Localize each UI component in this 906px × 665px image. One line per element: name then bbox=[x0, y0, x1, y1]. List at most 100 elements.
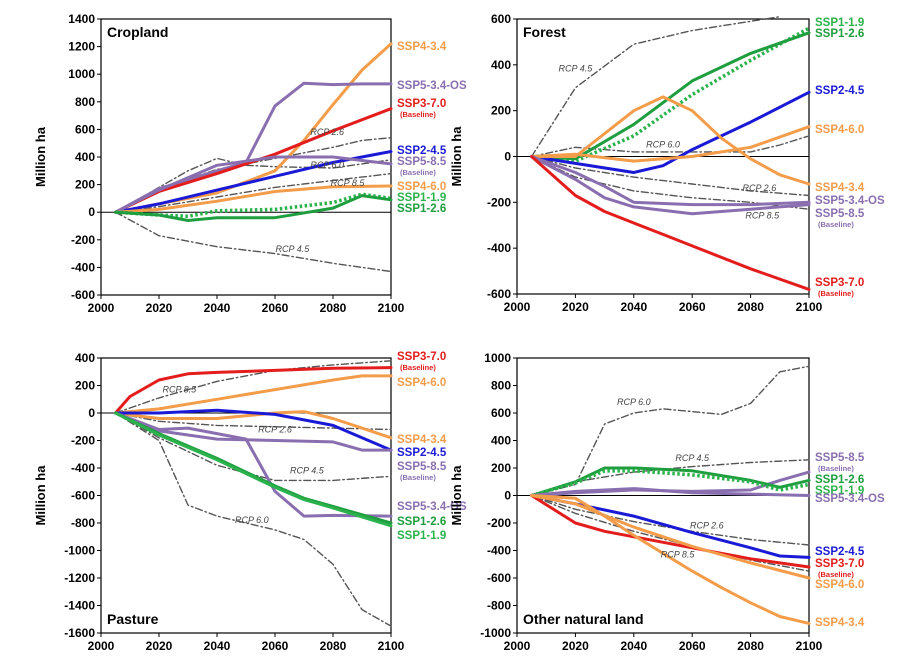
rcp-annotation: RCP 2.6 bbox=[310, 127, 344, 137]
series-line-rcp-6-0 bbox=[530, 365, 810, 497]
y-tick-label: -400 bbox=[487, 544, 511, 558]
panel-title: Forest bbox=[523, 24, 566, 40]
series-line-ssp4-6-0 bbox=[114, 184, 393, 214]
y-tick-label: 400 bbox=[75, 150, 95, 164]
y-tick-label: -400 bbox=[71, 461, 95, 475]
series-line-rcp-8-5 bbox=[114, 360, 392, 414]
series-label: SSP4-6.0 bbox=[397, 377, 446, 389]
series-label: SSP4-3.4 bbox=[815, 182, 865, 194]
series-line-rcp-4-5 bbox=[114, 211, 392, 273]
series-line-ssp5-3-4-os bbox=[114, 411, 393, 518]
rcp-annotation: RCP 8.5 bbox=[745, 210, 780, 220]
panel-title: Cropland bbox=[107, 24, 168, 40]
series-label: SSP4-6.0 bbox=[397, 181, 446, 193]
y-tick-label: 1200 bbox=[68, 40, 95, 54]
series-label: SSP4-3.4 bbox=[815, 617, 865, 629]
series-label: SSP1-1.9 bbox=[397, 530, 446, 542]
y-tick-label: 200 bbox=[75, 178, 95, 192]
series-line-ssp1-1-9 bbox=[115, 192, 392, 219]
series-line-ssp1-1-9 bbox=[531, 468, 810, 498]
series-label: SSP2-4.5 bbox=[815, 85, 865, 97]
rcp-annotation: RCP 4.5 bbox=[675, 453, 710, 463]
x-tick-label: 2080 bbox=[320, 301, 347, 315]
y-tick-label: 0 bbox=[88, 205, 95, 219]
chart-panel-0: 2000 2020 2040 2060 2080 2100 -600 -400 -200 0 200… bbox=[33, 12, 467, 315]
y-tick-label: -200 bbox=[71, 233, 95, 247]
series-line-ssp4-6-0 bbox=[530, 494, 811, 580]
series-label: SSP4-3.4 bbox=[397, 41, 447, 53]
x-tick-label: 2080 bbox=[737, 639, 764, 653]
rcp-annotation: RCP 2.6 bbox=[743, 183, 777, 193]
series-line-ssp3-7-0 bbox=[530, 155, 811, 291]
series-sublabel: (Baseline) bbox=[818, 220, 854, 229]
series-label: SSP2-4.5 bbox=[397, 145, 447, 157]
y-axis-label: Million ha bbox=[33, 126, 48, 187]
y-tick-label: 400 bbox=[491, 434, 511, 448]
panel-title: Pasture bbox=[107, 611, 159, 627]
y-tick-label: -1600 bbox=[64, 626, 95, 640]
series-label: SSP1-2.6 bbox=[815, 28, 864, 40]
x-tick-label: 2040 bbox=[620, 300, 647, 314]
y-tick-label: -600 bbox=[487, 571, 511, 585]
chart-panel-1: 2000 2020 2040 2060 2080 2100 -600 -400 -200 0 200… bbox=[449, 12, 885, 314]
series-line-rcp-2-6 bbox=[530, 494, 810, 546]
rcp-annotation: RCP 6.0 bbox=[235, 515, 269, 525]
series-line-ssp4-3-4 bbox=[530, 494, 811, 625]
series-label: SSP5-3.4-OS bbox=[815, 195, 885, 207]
y-tick-label: 800 bbox=[75, 95, 95, 109]
y-tick-label: -800 bbox=[71, 516, 95, 530]
series-line-rcp-8-5 bbox=[530, 494, 810, 572]
series-line-ssp5-8-5 bbox=[114, 155, 393, 214]
series-label: SSP1-1.9 bbox=[397, 192, 446, 204]
x-tick-label: 2080 bbox=[737, 300, 764, 314]
series-line-ssp4-6-0 bbox=[530, 125, 811, 163]
y-tick-label: -1000 bbox=[64, 544, 95, 558]
panel-title: Other natural land bbox=[523, 611, 644, 627]
chart-panel-3: 2000 2020 2040 2060 2080 2100-1000-800-600-40… bbox=[449, 351, 885, 653]
series-label: SSP4-6.0 bbox=[815, 124, 864, 136]
y-tick-label: 0 bbox=[504, 489, 511, 503]
series-line-ssp4-3-4 bbox=[530, 95, 811, 186]
series-line-rcp-8-5 bbox=[114, 172, 392, 213]
series-sublabel: (Baseline) bbox=[400, 363, 436, 372]
rcp-annotation: RCP 8.5 bbox=[331, 178, 366, 188]
y-tick-label: -400 bbox=[487, 241, 511, 255]
series-line-ssp1-1-9 bbox=[114, 411, 393, 528]
series-label: SSP5-8.5 bbox=[397, 461, 447, 473]
x-tick-label: 2000 bbox=[88, 301, 115, 315]
series-line-ssp1-2-6 bbox=[114, 194, 393, 222]
y-tick-label: 0 bbox=[504, 150, 511, 164]
x-tick-label: 2060 bbox=[262, 639, 289, 653]
rcp-annotation: RCP 6.0 bbox=[617, 397, 651, 407]
rcp-annotation: RCP 4.5 bbox=[559, 64, 594, 74]
y-tick-label: -1000 bbox=[480, 626, 511, 640]
chart-panel-2: 2000 2020 2040 2060 2080 2100-1600-1400-1200-… bbox=[33, 351, 467, 653]
y-tick-label: 1000 bbox=[484, 351, 511, 365]
plot-frame bbox=[100, 357, 392, 634]
series-line-ssp4-6-0 bbox=[114, 374, 393, 415]
y-tick-label: 1000 bbox=[68, 67, 95, 81]
series-sublabel: (Baseline) bbox=[818, 570, 854, 579]
x-tick-label: 2100 bbox=[378, 639, 405, 653]
series-label: SSP5-3.4-OS bbox=[815, 493, 885, 505]
x-tick-label: 2100 bbox=[378, 301, 405, 315]
series-label: SSP1-2.6 bbox=[815, 474, 864, 486]
y-tick-label: -600 bbox=[71, 489, 95, 503]
series-sublabel: (Baseline) bbox=[818, 464, 854, 473]
series-line-rcp-4-5 bbox=[114, 412, 392, 482]
x-tick-label: 2000 bbox=[88, 639, 115, 653]
series-label: SSP5-8.5 bbox=[397, 156, 447, 168]
y-tick-label: 400 bbox=[491, 58, 511, 72]
series-label: SSP1-2.6 bbox=[397, 516, 446, 528]
series-line-rcp-6-0 bbox=[530, 135, 810, 158]
x-tick-label: 2100 bbox=[796, 639, 823, 653]
series-label: SSP1-1.9 bbox=[815, 485, 864, 497]
series-sublabel: (Baseline) bbox=[818, 289, 854, 298]
rcp-annotation: RCP 2.6 bbox=[258, 424, 292, 434]
series-label: SSP5-3.4-OS bbox=[397, 80, 467, 92]
y-tick-label: -200 bbox=[487, 516, 511, 530]
series-line-ssp2-4-5 bbox=[114, 408, 393, 452]
y-tick-label: 200 bbox=[491, 104, 511, 118]
x-tick-label: 2080 bbox=[320, 639, 347, 653]
series-label: SSP3-7.0 bbox=[815, 558, 864, 570]
